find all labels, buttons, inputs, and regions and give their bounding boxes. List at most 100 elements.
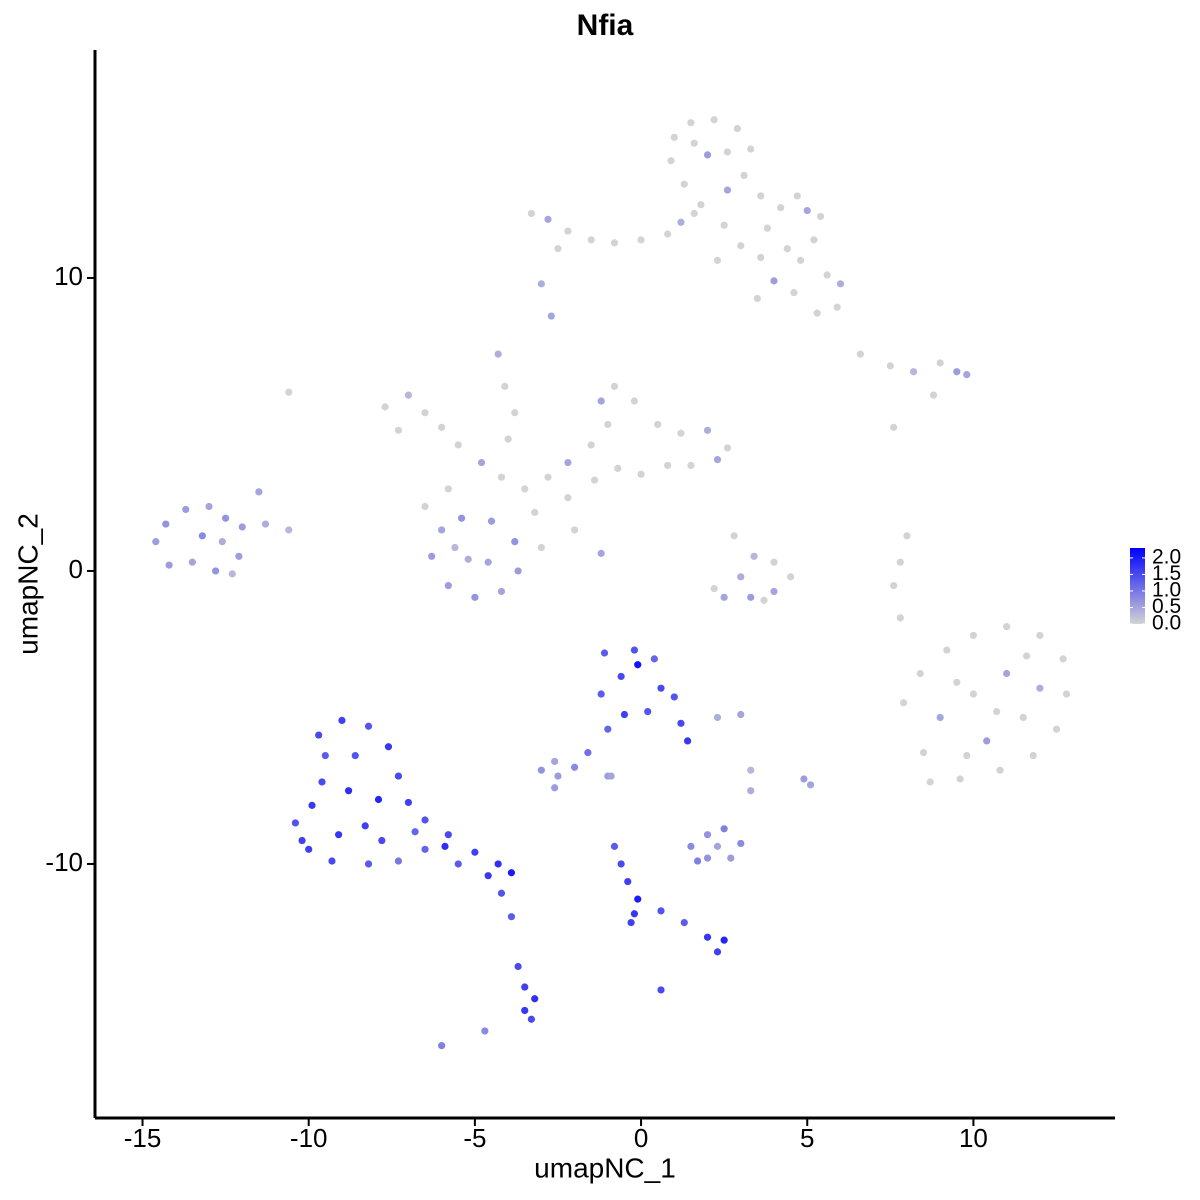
cell-point [590, 476, 599, 484]
cell-point [218, 538, 226, 546]
cell-point [298, 836, 306, 845]
cell-point [810, 236, 818, 244]
cell-point [228, 570, 236, 578]
cell-point [757, 253, 765, 262]
cell-point [983, 737, 991, 745]
cell-point [564, 494, 572, 502]
cell-point [757, 192, 765, 200]
cell-point [438, 423, 446, 431]
cell-point [1022, 652, 1031, 660]
cell-point [793, 192, 801, 200]
cell-point [687, 119, 695, 127]
cell-point [713, 948, 722, 956]
cell-point [544, 215, 552, 223]
cell-point [537, 766, 545, 774]
cell-point [953, 678, 961, 686]
cell-point [813, 309, 821, 317]
cell-point [969, 631, 978, 640]
cell-point [285, 388, 293, 396]
axes: -15 -10 -5 0 5 10 -10 0 10 [45, 50, 1115, 1153]
cell-point [677, 719, 685, 727]
cell-point [693, 857, 702, 865]
cell-point [690, 139, 698, 147]
cell-point [993, 708, 1001, 716]
cell-point [497, 889, 506, 897]
cell-point [570, 763, 579, 771]
cell-point [687, 842, 695, 850]
cell-point [438, 526, 446, 534]
cell-point [703, 426, 712, 434]
cell-point [454, 441, 462, 449]
cell-point [630, 646, 639, 654]
cell-point [544, 473, 552, 481]
cell-point [378, 836, 386, 845]
cell-point [604, 420, 612, 429]
cell-point [564, 458, 572, 467]
cell-point [238, 523, 246, 531]
cell-point [677, 218, 685, 226]
cell-point [338, 716, 346, 724]
y-tick-label: -10 [45, 847, 83, 877]
cell-point [421, 502, 429, 511]
cell-point [308, 801, 316, 809]
cell-point [507, 869, 516, 877]
cell-point [165, 561, 173, 569]
cell-point [713, 842, 722, 850]
cell-point [796, 256, 805, 264]
cell-point [494, 350, 502, 358]
cell-point [723, 186, 732, 194]
cell-point [564, 227, 572, 235]
cell-point [152, 538, 160, 546]
cell-point [537, 280, 545, 288]
cell-point [963, 751, 971, 760]
cell-point [587, 236, 595, 244]
cell-point [747, 145, 755, 153]
cell-point [687, 461, 695, 470]
cell-point [315, 731, 323, 739]
cell-point [381, 403, 389, 411]
cell-point [1059, 655, 1067, 663]
cell-point [650, 655, 658, 663]
x-tick-label: 0 [634, 1123, 648, 1153]
cell-point [351, 751, 359, 760]
cell-point [627, 918, 635, 927]
cell-point [926, 778, 934, 786]
cell-point [996, 766, 1004, 774]
cell-point [886, 362, 894, 370]
cell-point [321, 751, 329, 760]
cell-point [444, 485, 452, 493]
cell-point [1036, 631, 1044, 640]
cell-point [457, 514, 466, 522]
cell-point [697, 201, 705, 209]
cell-point [162, 520, 170, 528]
cell-point [454, 860, 462, 868]
cell-point [664, 230, 672, 238]
cell-point [1019, 713, 1027, 722]
cell-point [909, 368, 918, 376]
cell-point [394, 857, 403, 865]
cell-point [896, 558, 904, 566]
cell-point [235, 552, 243, 560]
cell-point [727, 854, 735, 862]
cell-point [703, 854, 712, 862]
cell-point [667, 157, 675, 165]
cell-point [421, 409, 429, 417]
cell-point [344, 787, 353, 795]
cell-point [710, 584, 718, 593]
cell-point [394, 772, 403, 780]
cell-point [644, 708, 652, 716]
cell-point [494, 860, 502, 868]
cell-point [703, 933, 712, 941]
cell-point [547, 312, 555, 320]
cell-point [634, 661, 642, 669]
cell-point [730, 532, 738, 540]
cell-point [703, 831, 712, 839]
cell-point [444, 582, 452, 590]
cell-point [527, 209, 535, 218]
y-tick-label: 10 [54, 261, 83, 291]
cell-point [953, 368, 961, 376]
cell-point [497, 473, 506, 481]
cell-point [723, 444, 732, 452]
y-axis-title: umapNC_2 [12, 513, 43, 655]
cell-point [511, 409, 519, 417]
